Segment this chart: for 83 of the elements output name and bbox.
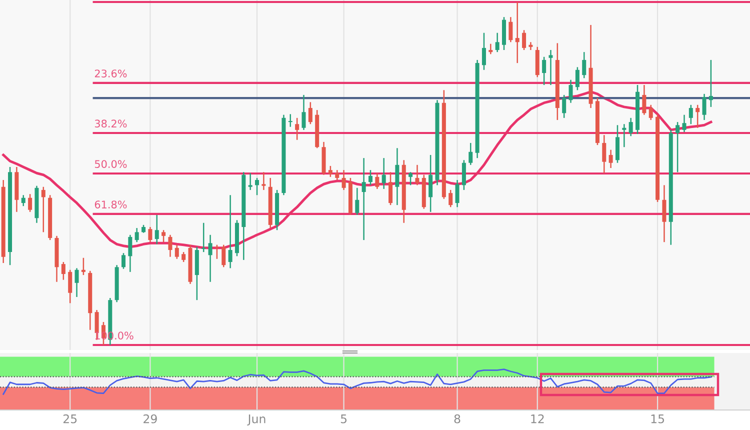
- candlestick: [428, 154, 433, 213]
- candlestick: [328, 165, 332, 178]
- candlestick: [562, 94, 566, 119]
- candlestick: [575, 66, 580, 91]
- candlestick: [395, 147, 400, 206]
- candlestick: [68, 269, 72, 304]
- candlestick: [182, 251, 186, 263]
- candlestick: [528, 41, 533, 51]
- candlestick: [154, 214, 159, 245]
- x-tick-label: 15: [651, 414, 664, 424]
- candlestick: [622, 123, 626, 148]
- candlestick: [295, 117, 300, 140]
- candlestick: [162, 229, 166, 243]
- candlestick: [202, 222, 206, 253]
- candlestick: [335, 169, 340, 181]
- candlestick: [676, 121, 680, 173]
- candlestick: [696, 104, 700, 128]
- annotation: 23.6%: [94, 70, 127, 78]
- candlestick: [608, 149, 613, 169]
- candlestick: [542, 56, 546, 86]
- candlestick: [168, 234, 172, 258]
- candlestick: [228, 194, 232, 269]
- candlestick: [708, 59, 713, 108]
- candlestick: [148, 226, 152, 243]
- annotation: 50.0%: [94, 160, 127, 168]
- candlestick: [408, 171, 413, 186]
- candlestick: [522, 29, 526, 51]
- candlestick: [134, 227, 139, 243]
- candlestick: [302, 94, 306, 131]
- candlestick: [382, 157, 386, 190]
- candlestick: [368, 169, 372, 186]
- candlestick: [482, 32, 486, 71]
- candlestick: [288, 114, 292, 128]
- candlestick: [688, 104, 693, 125]
- candlestick: [81, 257, 86, 276]
- candlestick: [388, 171, 393, 206]
- candlestick: [121, 252, 126, 270]
- candlestick: [21, 194, 26, 207]
- x-tick-label: 29: [144, 414, 157, 424]
- candlestick: [262, 171, 266, 191]
- candlestick: [308, 102, 312, 125]
- x-tick-label: Jun: [247, 414, 266, 426]
- candlestick: [602, 134, 606, 174]
- candlestick: [375, 172, 380, 190]
- candlestick: [208, 234, 212, 283]
- candlestick: [28, 193, 32, 213]
- candlestick: [615, 124, 620, 164]
- candlestick: [468, 142, 473, 166]
- candlestick: [568, 79, 573, 104]
- candlestick: [508, 16, 513, 43]
- candlestick: [355, 187, 360, 216]
- candlestick: [682, 114, 686, 133]
- candlestick: [642, 84, 646, 116]
- candlestick: [222, 244, 226, 268]
- candlestick: [174, 244, 179, 260]
- x-tick-label: 8: [454, 414, 460, 424]
- candlestick: [362, 157, 366, 241]
- x-tick-label: 5: [340, 414, 347, 424]
- candlestick: [488, 43, 493, 55]
- candlestick: [455, 179, 460, 208]
- candlestick: [248, 172, 252, 191]
- candlestick: [628, 117, 633, 137]
- x-tick-label: 12: [531, 414, 544, 424]
- candlestick: [515, 1, 520, 64]
- x-tick-label: 25: [63, 414, 77, 424]
- candlestick: [415, 164, 420, 186]
- candlestick: [648, 104, 653, 121]
- candlestick: [548, 49, 553, 86]
- candlestick: [662, 184, 666, 243]
- candlestick: [214, 244, 219, 260]
- candlestick: [448, 189, 453, 208]
- candlestick: [128, 234, 132, 273]
- annotation: 38.2%: [94, 120, 127, 128]
- candlestick: [255, 177, 260, 196]
- candlestick: [61, 261, 66, 280]
- annotation: 61.8%: [94, 200, 127, 208]
- candlestick: [582, 51, 586, 79]
- candlestick: [702, 93, 706, 121]
- candlestick: [41, 186, 46, 233]
- candlestick: [74, 268, 79, 298]
- candlestick: [342, 169, 346, 191]
- candlestick: [495, 32, 500, 53]
- candlestick: [462, 159, 466, 191]
